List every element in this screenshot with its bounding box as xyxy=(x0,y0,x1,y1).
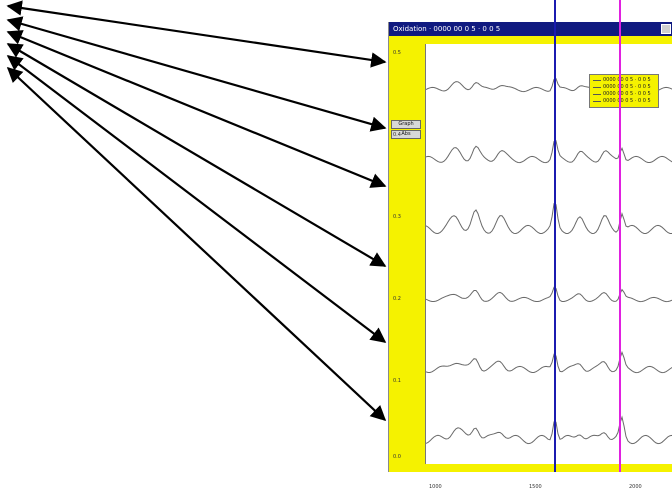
arrow-1 xyxy=(6,0,387,68)
marker-line-magenta[interactable] xyxy=(619,0,621,472)
legend-swatch xyxy=(593,87,601,88)
annotation-arrows xyxy=(6,0,387,422)
spectrum-trace xyxy=(426,286,672,303)
legend-swatch xyxy=(593,101,601,102)
legend-entry: 0000 00 0 5 · 0 0 5 xyxy=(593,98,655,105)
marker-line-blue[interactable] xyxy=(554,0,556,472)
spectrum-trace xyxy=(426,202,672,235)
arrow-5 xyxy=(6,55,387,343)
y-tick-label: 0.1 xyxy=(393,378,401,384)
window-title: Oxidation · 0000 00 0 5 · 0 0 5 xyxy=(393,25,501,33)
y-tick-label: 0.0 xyxy=(393,454,401,460)
legend-label: 0000 00 0 5 · 0 0 5 xyxy=(603,84,651,90)
legend-label: 0000 00 0 5 · 0 0 5 xyxy=(603,77,651,83)
x-tick-label: 1000 xyxy=(429,484,442,490)
arrow-2 xyxy=(6,16,387,132)
y-tick-label: 0.5 xyxy=(393,50,401,56)
arrow-3 xyxy=(6,30,387,188)
y-tick-label: 0.3 xyxy=(393,214,401,220)
legend-entry: 0000 00 0 5 · 0 0 5 xyxy=(593,84,655,91)
legend: 0000 00 0 5 · 0 0 5 0000 00 0 5 · 0 0 5 … xyxy=(589,74,659,108)
legend-entry: 0000 00 0 5 · 0 0 5 xyxy=(593,77,655,84)
spectra-chart xyxy=(426,77,672,445)
arrow-4 xyxy=(6,43,387,267)
legend-label: 0000 00 0 5 · 0 0 5 xyxy=(603,91,651,97)
arrow-6 xyxy=(6,66,387,422)
side-button-graph[interactable]: Graph xyxy=(391,120,421,129)
legend-swatch xyxy=(593,80,601,81)
spectrum-window: Oxidation · 0000 00 0 5 · 0 0 5 Graph Ab… xyxy=(388,22,672,490)
plot-area[interactable] xyxy=(425,44,672,464)
spectrum-trace xyxy=(426,140,672,164)
legend-entry: 0000 00 0 5 · 0 0 5 xyxy=(593,91,655,98)
y-tick-label: 0.2 xyxy=(393,296,401,302)
x-tick-label: 1500 xyxy=(529,484,542,490)
close-icon[interactable] xyxy=(661,24,671,34)
legend-label: 0000 00 0 5 · 0 0 5 xyxy=(603,98,651,104)
y-tick-label: 0.4 xyxy=(393,132,401,138)
window-title-bar: Oxidation · 0000 00 0 5 · 0 0 5 xyxy=(389,22,672,36)
spectrum-trace xyxy=(426,415,672,445)
spectrum-trace xyxy=(426,350,672,374)
legend-swatch xyxy=(593,94,601,95)
x-tick-label: 2000 xyxy=(629,484,642,490)
side-button-abs[interactable]: Abs xyxy=(391,130,421,139)
